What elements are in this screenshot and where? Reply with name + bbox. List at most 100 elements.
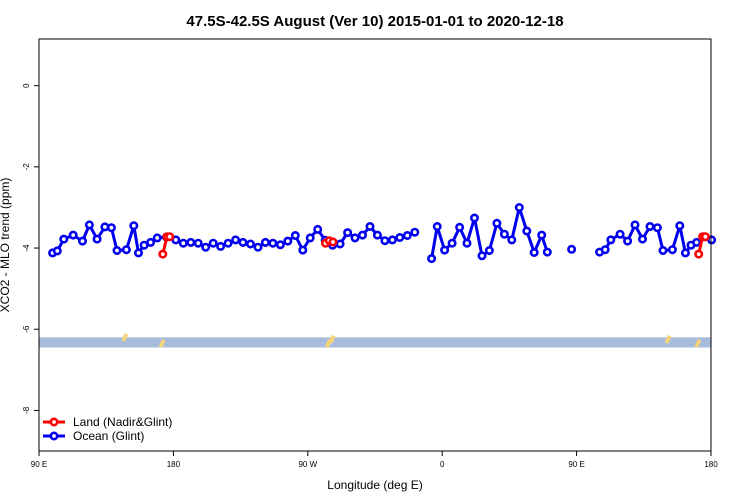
data-point <box>112 246 122 256</box>
x-tick-label: 90 E <box>31 460 47 469</box>
data-point <box>134 248 144 258</box>
data-point <box>260 237 270 247</box>
data-point <box>652 223 662 233</box>
data-point <box>178 238 188 248</box>
data-point <box>328 237 338 247</box>
y-tick-label: -6 <box>22 325 31 333</box>
x-tick-label: 180 <box>704 460 718 469</box>
land-marker <box>664 334 672 344</box>
data-point <box>165 232 175 242</box>
data-point <box>680 248 690 258</box>
data-point <box>395 233 405 243</box>
data-point <box>121 245 131 255</box>
data-point <box>92 234 102 244</box>
data-point <box>68 230 78 240</box>
data-point <box>158 249 168 259</box>
data-point <box>275 240 285 250</box>
data-point <box>372 230 382 240</box>
data-point <box>313 224 323 234</box>
data-point <box>692 237 702 247</box>
land-marker <box>694 338 702 348</box>
y-tick-label: 0 <box>22 83 31 88</box>
data-point <box>492 218 502 228</box>
plot-frame <box>38 38 712 452</box>
data-point <box>84 220 94 230</box>
data-point <box>216 241 226 251</box>
coverage-band <box>39 337 711 348</box>
data-point <box>335 239 345 249</box>
data-point <box>455 222 465 232</box>
data-point <box>542 247 552 257</box>
data-point <box>477 251 487 261</box>
legend-marker <box>49 417 59 427</box>
data-point <box>186 237 196 247</box>
data-point <box>630 220 640 230</box>
legend-label: Land (Nadir&Glint) <box>73 415 172 429</box>
data-point <box>193 238 203 248</box>
data-point <box>253 242 263 252</box>
data-point <box>606 235 616 245</box>
axes: 90 E 180 90 W 0 90 E 180 0 -2 -4 -6 -8 <box>22 38 718 469</box>
data-point <box>365 222 375 232</box>
data-point <box>615 229 625 239</box>
data-point <box>357 230 367 240</box>
data-point <box>201 242 211 252</box>
data-point <box>432 222 442 232</box>
data-point <box>514 203 524 213</box>
data-point <box>129 221 139 231</box>
data-point <box>667 245 677 255</box>
data-point <box>600 245 610 255</box>
data-point <box>152 233 162 243</box>
y-tick-label: -8 <box>22 406 31 414</box>
data-point <box>537 230 547 240</box>
data-point <box>427 254 437 264</box>
plot-area <box>39 203 717 348</box>
legend-marker <box>49 431 59 441</box>
legend-label: Ocean (Glint) <box>73 429 144 443</box>
data-point <box>499 229 509 239</box>
land-marker <box>328 334 336 344</box>
land-marker <box>121 332 129 342</box>
data-point <box>623 236 633 246</box>
data-point <box>447 238 457 248</box>
data-point <box>700 232 710 242</box>
data-point <box>410 227 420 237</box>
land-marker <box>158 338 166 348</box>
data-point <box>343 228 353 238</box>
data-point <box>402 231 412 241</box>
data-point <box>469 213 479 223</box>
data-point <box>484 246 494 256</box>
data-point <box>223 238 233 248</box>
x-axis-label: Longitude (deg E) <box>327 478 422 492</box>
x-tick-label: 180 <box>167 460 181 469</box>
data-point <box>78 236 88 246</box>
data-point <box>238 237 248 247</box>
y-tick-label: -4 <box>22 244 31 252</box>
data-point <box>380 236 390 246</box>
y-tick-label: -2 <box>22 163 31 171</box>
data-point <box>567 244 577 254</box>
y-axis-label: XCO2 - MLO trend (ppm) <box>0 178 12 313</box>
data-point <box>387 235 397 245</box>
data-point <box>462 238 472 248</box>
data-point <box>658 246 668 256</box>
data-point <box>694 249 704 259</box>
x-tick-label: 90 W <box>298 460 317 469</box>
data-point <box>246 239 256 249</box>
data-point <box>283 236 293 246</box>
data-point <box>146 237 156 247</box>
x-tick-label: 90 E <box>568 460 584 469</box>
data-point <box>268 238 278 248</box>
data-point <box>637 234 647 244</box>
data-point <box>59 234 69 244</box>
data-point <box>290 231 300 241</box>
data-point <box>440 245 450 255</box>
data-point <box>298 245 308 255</box>
data-point <box>350 233 360 243</box>
data-point <box>106 223 116 233</box>
data-point <box>675 221 685 231</box>
data-point <box>208 238 218 248</box>
chart-title: 47.5S-42.5S August (Ver 10) 2015-01-01 t… <box>186 13 563 30</box>
data-point <box>305 233 315 243</box>
